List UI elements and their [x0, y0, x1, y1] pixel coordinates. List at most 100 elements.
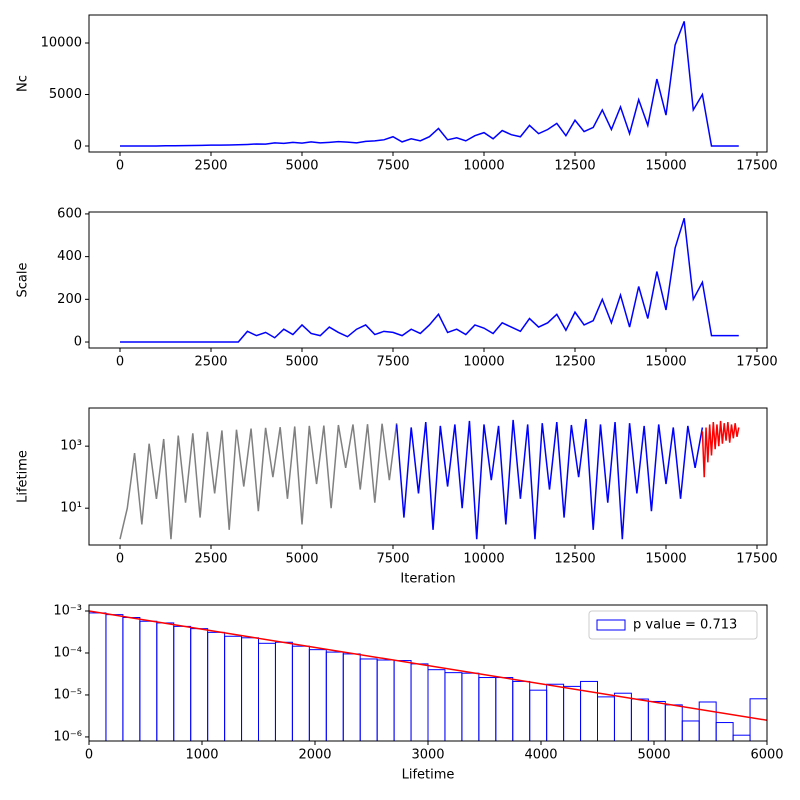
histogram-bar — [681, 720, 700, 741]
x-tick-label: 12500 — [554, 159, 595, 174]
histogram-bar — [546, 683, 565, 741]
x-tick-label: 0 — [85, 748, 93, 763]
x-tick-label: 15000 — [645, 355, 686, 370]
x-tick-label: 17500 — [736, 159, 777, 174]
x-axis-label: Lifetime — [402, 768, 455, 783]
x-tick-label: 17500 — [736, 552, 777, 567]
x-tick-label: 2500 — [194, 159, 227, 174]
x-tick-label: 15000 — [645, 159, 686, 174]
histogram-bar — [359, 658, 378, 741]
x-tick-label: 5000 — [637, 748, 670, 763]
histogram-bar — [342, 653, 361, 741]
x-tick-label: 0 — [116, 552, 124, 567]
x-tick-label: 5000 — [285, 159, 318, 174]
y-tick-label: 10⁻³ — [53, 604, 82, 619]
y-tick-label: 0 — [74, 138, 82, 153]
x-tick-label: 6000 — [750, 748, 783, 763]
y-tick-label: 10⁻⁴ — [53, 645, 82, 660]
histogram-bar — [207, 631, 226, 741]
x-tick-label: 15000 — [645, 552, 686, 567]
histogram-bar — [376, 659, 395, 741]
histogram-bar — [258, 642, 276, 741]
line — [120, 217, 739, 343]
histogram-bar — [749, 698, 767, 741]
subplot: 0 1000 2000 3000 4000 5000 6000 10⁻⁶ 10⁻⁵ 10⁻⁴ 10⁻… — [53, 604, 783, 783]
histogram-bar — [664, 704, 683, 741]
histogram-bar — [139, 620, 158, 741]
y-axis-label: Lifetime — [16, 450, 31, 503]
y-axis-label: Nc — [16, 75, 31, 92]
plot-area — [89, 610, 767, 741]
x-tick-label: 4000 — [524, 748, 557, 763]
x-tick-label: 0 — [116, 159, 124, 174]
x-tick-label: 12500 — [554, 552, 595, 567]
histogram-bar — [89, 612, 107, 741]
histogram-bar — [173, 625, 192, 741]
x-tick-label: 2500 — [194, 355, 227, 370]
x-axis-label: Iteration — [400, 572, 455, 587]
histogram-bar — [291, 645, 310, 741]
fit-line — [89, 610, 767, 721]
x-tick-label: 7500 — [376, 355, 409, 370]
y-tick-label: 10000 — [41, 35, 82, 50]
histogram-bar — [427, 669, 446, 741]
plot-area — [119, 418, 740, 540]
x-tick-label: 3000 — [411, 748, 444, 763]
axes-frame — [88, 211, 768, 349]
histogram-bar — [512, 680, 531, 741]
histogram-bar — [156, 622, 175, 741]
x-tick-label: 12500 — [554, 355, 595, 370]
histogram-bar — [274, 641, 293, 741]
y-tick-label: 10³ — [60, 439, 82, 454]
histogram-bar — [563, 685, 582, 741]
histogram-bar — [613, 692, 632, 741]
y-tick-label: 10⁻⁵ — [53, 687, 82, 702]
histogram-bar — [630, 698, 649, 741]
legend-label: p value = 0.713 — [633, 618, 737, 633]
line — [701, 420, 740, 478]
subplot: 0 2500 5000 7500 10000 12500 15000 17500 10¹ 10³ L… — [16, 407, 778, 587]
x-tick-label: 2500 — [194, 552, 227, 567]
histogram-bar — [647, 700, 666, 741]
plot-area — [120, 217, 739, 343]
x-tick-label: 5000 — [285, 355, 318, 370]
histogram-bar — [597, 696, 615, 741]
histogram-bar — [224, 635, 243, 741]
histogram-bar — [410, 663, 429, 741]
histogram-bar — [529, 689, 548, 741]
y-tick-label: 200 — [57, 292, 82, 307]
x-tick-label: 0 — [116, 355, 124, 370]
subplot: 0 2500 5000 7500 10000 12500 15000 17500 0 200 400… — [16, 206, 778, 369]
y-tick-label: 600 — [57, 206, 82, 221]
histogram-bar — [190, 628, 209, 741]
histogram-bar — [241, 637, 260, 741]
histogram-bar — [495, 677, 514, 741]
axes-frame — [88, 407, 768, 546]
axes-frame — [88, 14, 768, 153]
histogram-bar — [715, 722, 734, 741]
histogram-bar — [308, 649, 327, 741]
x-tick-label: 17500 — [736, 355, 777, 370]
x-tick-label: 2000 — [298, 748, 331, 763]
axes-frame — [88, 604, 768, 742]
x-tick-label: 7500 — [376, 552, 409, 567]
histogram-bar — [105, 614, 124, 741]
x-tick-label: 10000 — [463, 552, 504, 567]
legend-swatch — [596, 619, 626, 631]
histogram-bar — [393, 660, 412, 741]
line — [395, 418, 704, 540]
histogram-bar — [325, 651, 344, 741]
y-tick-label: 400 — [57, 249, 82, 264]
line — [120, 21, 739, 147]
line — [119, 423, 398, 540]
y-tick-label: 10⁻⁶ — [53, 729, 82, 744]
x-tick-label: 7500 — [376, 159, 409, 174]
histogram-bar — [732, 734, 751, 741]
subplot: 0 2500 5000 7500 10000 12500 15000 17500 0 5000 10… — [16, 14, 778, 174]
histogram-bar — [122, 617, 141, 741]
y-tick-label: 5000 — [49, 87, 82, 102]
histogram-bar — [478, 677, 497, 741]
histogram-bar — [698, 701, 717, 741]
x-tick-label: 5000 — [285, 552, 318, 567]
